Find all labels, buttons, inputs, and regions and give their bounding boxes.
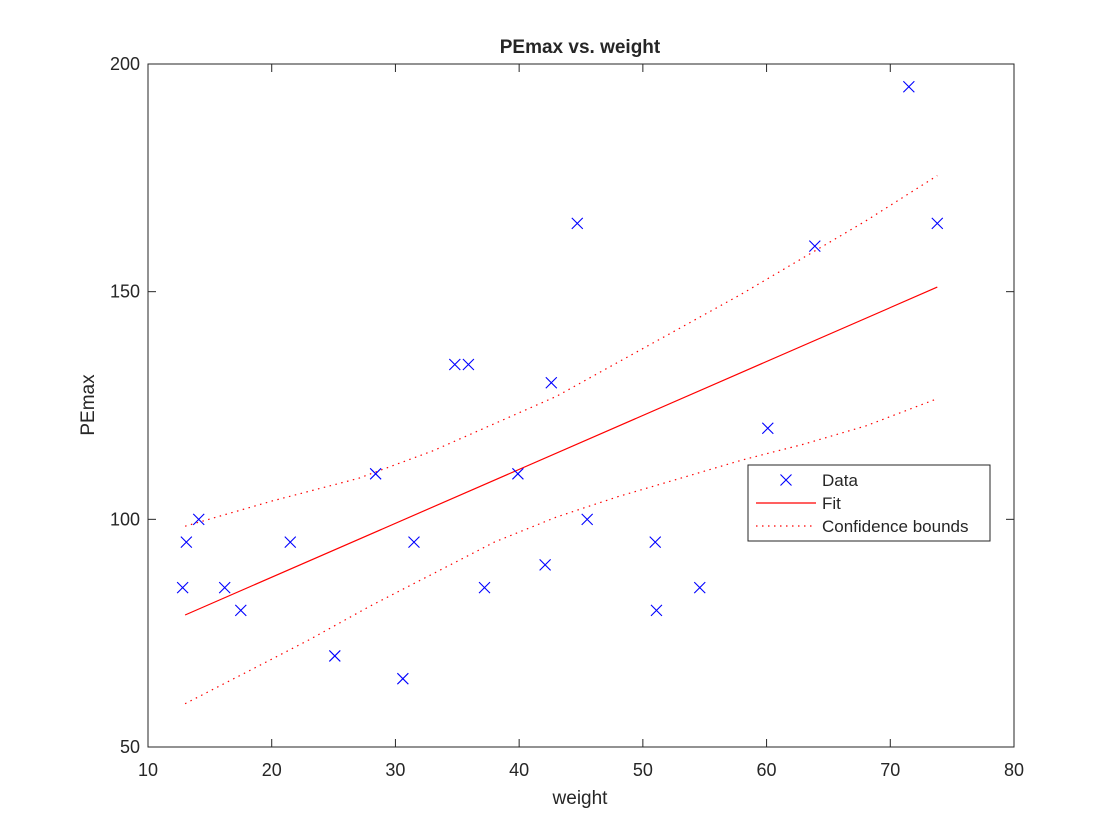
legend-label-confidence-bounds: Confidence bounds xyxy=(822,517,969,536)
plot-layer xyxy=(176,80,944,705)
data-point-marker xyxy=(931,217,944,230)
data-point-marker xyxy=(649,536,662,548)
data-point-marker xyxy=(408,536,420,548)
legend-label-fit: Fit xyxy=(822,494,841,513)
x-axis-label: weight xyxy=(552,788,609,809)
data-point-marker xyxy=(808,240,821,253)
fit-line xyxy=(184,286,938,616)
data-point-marker xyxy=(512,467,524,480)
data-point-marker xyxy=(539,558,552,571)
confidence-bound-lower-line xyxy=(184,398,938,705)
legend-data-marker xyxy=(780,474,792,486)
legend-label-data: Data xyxy=(822,471,858,490)
x-tick-label: 30 xyxy=(385,760,405,780)
y-tick-label: 100 xyxy=(110,509,140,529)
y-tick-label: 200 xyxy=(110,54,140,74)
x-tick-label: 10 xyxy=(138,760,158,780)
data-point-marker xyxy=(180,536,193,548)
x-tick-label: 20 xyxy=(262,760,282,780)
plot-frame xyxy=(147,63,1015,748)
x-tick-label: 50 xyxy=(633,760,653,780)
data-point-marker xyxy=(218,581,231,594)
data-point-marker xyxy=(234,604,247,617)
data-point-marker xyxy=(448,358,461,371)
data-point-marker xyxy=(369,467,382,480)
data-point-marker xyxy=(581,513,594,526)
x-tick-label: 60 xyxy=(757,760,777,780)
data-point-marker xyxy=(284,536,297,548)
data-point-marker xyxy=(328,650,341,662)
data-point-marker xyxy=(462,358,475,371)
data-point-marker xyxy=(176,581,189,594)
data-point-marker xyxy=(693,581,706,594)
y-tick-label: 150 xyxy=(110,282,140,302)
x-tick-label: 40 xyxy=(509,760,529,780)
chart-title: PEmax vs. weight xyxy=(500,37,661,58)
y-axis-label: PEmax xyxy=(78,374,99,436)
ticks-layer: 10 20 30 40 50 60 70 80 50 100 150 200 xyxy=(110,54,1024,780)
data-point-marker xyxy=(650,604,663,617)
data-point-marker xyxy=(902,80,915,93)
legend: Data Fit Confidence bounds xyxy=(747,464,991,542)
x-tick-label: 80 xyxy=(1004,760,1024,780)
y-tick-label: 50 xyxy=(120,737,140,757)
data-point-marker xyxy=(396,672,409,685)
x-tick-label: 70 xyxy=(880,760,900,780)
data-point-marker xyxy=(761,422,774,435)
data-point-marker xyxy=(571,217,584,230)
data-point-marker xyxy=(478,581,491,594)
data-point-marker xyxy=(192,513,205,526)
legend-entries: Data Fit Confidence bounds xyxy=(756,471,969,536)
data-point-marker xyxy=(545,376,558,389)
